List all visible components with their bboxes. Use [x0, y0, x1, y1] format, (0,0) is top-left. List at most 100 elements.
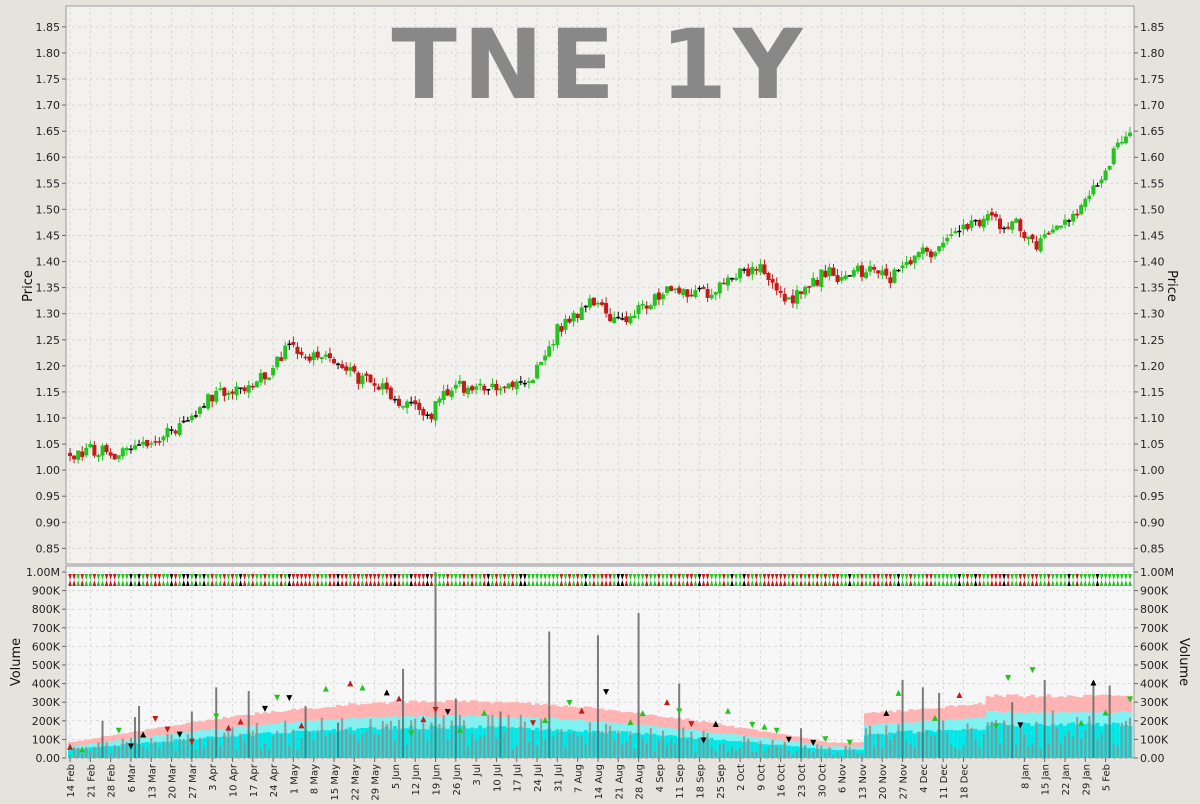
- direction-marker: [632, 580, 637, 586]
- candle-body: [815, 280, 820, 286]
- candle-body: [1006, 226, 1011, 229]
- candle-body: [214, 390, 219, 402]
- candle-body: [1030, 234, 1035, 240]
- volume-bar: [791, 754, 794, 758]
- price-tick-label: 1.25: [1140, 334, 1165, 347]
- candle-body: [258, 373, 263, 383]
- price-tick-label: 1.20: [1140, 360, 1165, 373]
- direction-marker: [916, 580, 921, 586]
- date-tick-label: 25 Sep: [716, 764, 727, 799]
- candle-body: [539, 361, 544, 366]
- direction-marker: [827, 580, 832, 586]
- volume-tick-label: 700K: [32, 622, 61, 635]
- candle-body: [721, 282, 726, 285]
- direction-marker: [238, 580, 243, 586]
- candle: [120, 446, 125, 460]
- date-tick-label: 20 Nov: [878, 764, 889, 800]
- direction-marker: [267, 574, 271, 580]
- direction-marker: [324, 580, 328, 586]
- signal-marker: [749, 721, 756, 728]
- candle: [482, 383, 487, 395]
- volume-average-short: [193, 739, 199, 758]
- candle: [506, 382, 511, 390]
- direction-marker: [811, 574, 816, 580]
- candle-body: [953, 231, 958, 234]
- direction-marker: [579, 580, 584, 586]
- volume-bar: [966, 723, 969, 758]
- volume-average-short: [583, 730, 589, 758]
- volume-bar: [471, 733, 474, 758]
- volume-bar: [117, 747, 120, 758]
- candle-body: [880, 270, 885, 276]
- direction-marker: [230, 574, 235, 580]
- signal-marker: [67, 743, 74, 750]
- direction-marker: [255, 574, 259, 580]
- candle: [340, 360, 345, 370]
- price-tick-label: 1.55: [36, 177, 61, 190]
- price-axis-left: 0.850.900.951.001.051.101.151.201.251.30…: [36, 21, 66, 555]
- direction-marker: [916, 574, 921, 580]
- candle: [945, 234, 950, 245]
- candle: [197, 405, 202, 418]
- candle-body: [591, 297, 596, 306]
- signal-marker: [578, 707, 585, 714]
- direction-marker: [165, 574, 170, 580]
- direction-marker: [125, 580, 129, 586]
- direction-marker: [384, 580, 389, 586]
- candle-body: [311, 352, 316, 361]
- volume-bar: [150, 737, 153, 758]
- candle-body: [673, 288, 678, 291]
- direction-marker: [823, 574, 828, 580]
- volume-bar: [544, 739, 547, 758]
- direction-marker: [990, 574, 994, 580]
- direction-marker: [571, 580, 576, 586]
- volume-bar: [609, 725, 612, 758]
- direction-marker: [153, 580, 158, 586]
- signal-marker: [724, 707, 731, 714]
- direction-marker: [673, 574, 677, 580]
- direction-marker: [693, 574, 698, 580]
- candle: [96, 453, 101, 462]
- volume-bar: [954, 747, 957, 758]
- direction-marker: [604, 580, 608, 586]
- volume-average-short: [632, 733, 637, 758]
- date-tick-label: 14 Aug: [594, 764, 605, 799]
- volume-bar: [304, 705, 307, 758]
- candle: [778, 285, 783, 298]
- date-tick-label: 16 Oct: [777, 764, 788, 797]
- candle-body: [632, 315, 637, 318]
- direction-marker: [214, 574, 219, 580]
- price-tick-label: 1.15: [36, 386, 61, 399]
- volume-bar: [369, 719, 372, 758]
- direction-marker: [937, 580, 941, 586]
- candle-body: [340, 364, 345, 369]
- candle-body: [920, 247, 925, 254]
- candle: [1099, 175, 1104, 188]
- price-tick-label: 1.60: [1140, 151, 1165, 164]
- volume-bar: [909, 744, 912, 758]
- candle-body: [685, 289, 690, 297]
- volume-average-short: [693, 738, 698, 758]
- price-tick-label: 0.95: [1140, 490, 1165, 503]
- direction-marker: [474, 574, 478, 580]
- candle: [327, 347, 332, 363]
- volume-bar: [385, 723, 388, 758]
- candle: [1022, 230, 1027, 241]
- candle-body: [1042, 234, 1047, 238]
- direction-marker: [933, 580, 937, 586]
- direction-marker: [1079, 580, 1084, 586]
- direction-marker: [181, 574, 186, 580]
- candle: [933, 250, 938, 260]
- direction-marker: [356, 580, 361, 586]
- volume-average-short: [108, 746, 114, 758]
- signal-marker: [785, 736, 792, 743]
- candle-body: [734, 277, 739, 280]
- direction-marker: [596, 574, 600, 580]
- signal-marker: [895, 689, 902, 696]
- volume-bar: [877, 733, 880, 758]
- volume-average-short: [1030, 725, 1035, 758]
- direction-marker: [742, 580, 746, 586]
- direction-marker: [157, 580, 162, 586]
- direction-marker: [210, 580, 214, 586]
- direction-marker: [352, 580, 357, 586]
